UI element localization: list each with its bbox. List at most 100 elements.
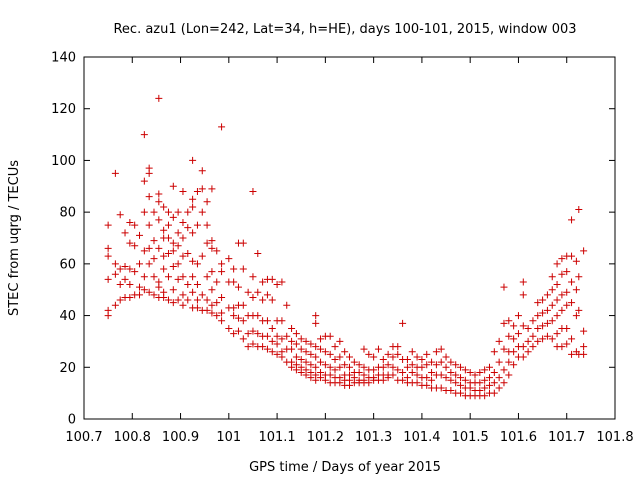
data-point	[389, 353, 397, 361]
data-point	[244, 288, 252, 296]
y-tick-label: 140	[51, 51, 76, 66]
data-point	[259, 343, 267, 351]
data-point	[126, 239, 134, 247]
data-point	[481, 392, 489, 400]
data-point	[437, 345, 445, 353]
data-point	[104, 312, 112, 320]
data-point	[288, 325, 296, 332]
data-point	[519, 291, 527, 299]
y-tick-label: 0	[68, 413, 76, 428]
data-point	[111, 301, 119, 309]
data-point	[174, 275, 182, 283]
data-point	[164, 208, 172, 216]
data-point	[160, 293, 168, 301]
y-tick-label: 100	[51, 154, 76, 169]
data-point	[500, 366, 508, 374]
data-point	[408, 348, 416, 356]
data-point	[259, 296, 267, 304]
data-point	[389, 371, 397, 379]
data-point	[360, 345, 368, 353]
data-point	[543, 319, 551, 327]
data-point	[283, 332, 291, 340]
data-point	[104, 252, 112, 260]
data-point	[268, 275, 276, 283]
data-point	[457, 389, 465, 397]
data-point	[208, 185, 216, 193]
data-point	[524, 325, 532, 332]
data-point	[121, 229, 129, 237]
data-point	[225, 255, 233, 263]
data-point	[164, 296, 172, 304]
data-point	[230, 304, 238, 312]
data-point	[399, 319, 407, 327]
data-point	[111, 260, 119, 268]
data-point	[558, 291, 566, 299]
data-point	[140, 177, 148, 185]
data-point	[230, 312, 238, 320]
data-point	[292, 353, 300, 361]
data-point	[346, 353, 353, 361]
data-point	[481, 366, 489, 374]
data-point	[203, 306, 211, 314]
data-point	[534, 325, 542, 332]
data-point	[230, 330, 238, 338]
data-point	[510, 322, 518, 330]
data-point	[150, 208, 158, 216]
data-point	[203, 221, 211, 229]
data-point	[534, 299, 542, 307]
data-point	[355, 361, 363, 369]
data-point	[408, 361, 416, 369]
data-point	[495, 374, 503, 382]
data-point	[150, 291, 158, 299]
data-point	[278, 317, 286, 325]
data-point	[534, 337, 542, 345]
data-point	[572, 312, 580, 320]
data-point	[336, 363, 344, 371]
data-point	[558, 255, 566, 263]
data-point	[558, 306, 566, 314]
data-point	[208, 244, 216, 252]
data-point	[116, 265, 124, 273]
y-axis-label: STEC from uqrg / TECUs	[7, 160, 22, 316]
data-point	[155, 283, 163, 291]
data-point	[336, 337, 344, 345]
data-point	[321, 376, 329, 384]
data-point	[203, 198, 211, 206]
data-point	[268, 337, 276, 345]
data-point	[273, 340, 281, 348]
data-point	[442, 363, 450, 371]
data-point	[447, 368, 455, 376]
data-point	[575, 306, 583, 314]
data-point	[174, 260, 182, 268]
data-point	[263, 345, 271, 353]
data-point	[447, 376, 455, 384]
data-point	[529, 343, 537, 351]
data-point	[145, 221, 153, 229]
data-point	[457, 381, 465, 389]
data-point	[514, 312, 522, 320]
data-point	[447, 387, 455, 395]
data-point	[160, 226, 168, 234]
data-point	[169, 182, 177, 190]
data-point	[169, 239, 177, 247]
data-point	[346, 381, 353, 389]
data-point	[184, 296, 192, 304]
data-point	[543, 306, 551, 314]
x-tick-label: 101.6	[500, 430, 537, 445]
data-point	[341, 361, 349, 369]
data-point	[370, 366, 378, 374]
data-point	[239, 301, 247, 309]
data-point	[336, 379, 344, 387]
data-point	[150, 255, 158, 263]
data-point	[580, 327, 588, 335]
data-point	[179, 234, 187, 242]
data-point	[193, 304, 201, 312]
data-point	[437, 358, 445, 366]
data-point	[239, 317, 247, 325]
data-point	[399, 376, 407, 384]
data-point	[263, 332, 271, 340]
data-point	[218, 309, 226, 317]
data-point	[519, 343, 527, 351]
data-point	[140, 273, 148, 281]
data-point	[485, 381, 493, 389]
